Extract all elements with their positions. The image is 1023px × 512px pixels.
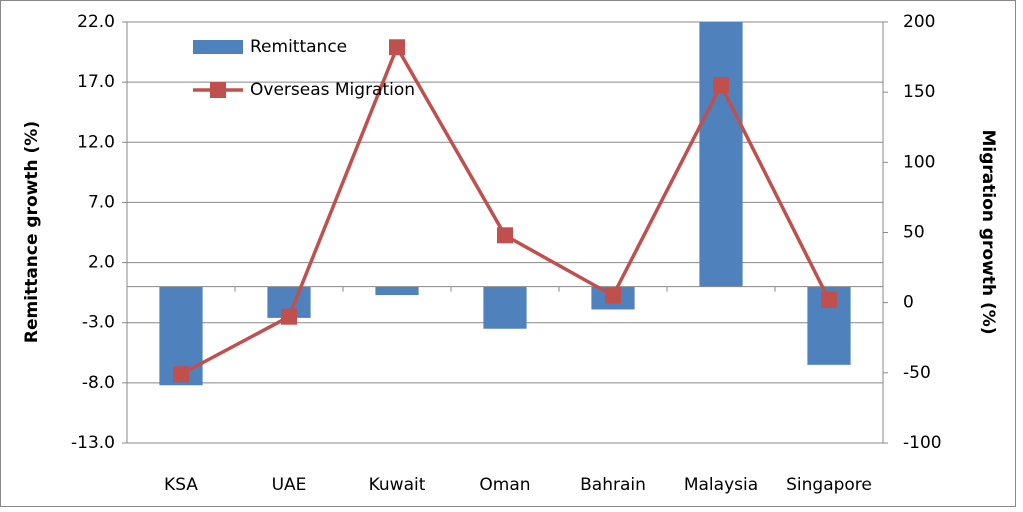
line-marker <box>821 291 837 308</box>
x-tick-label: Bahrain <box>580 475 646 495</box>
y-tick-label: 2.0 <box>88 253 115 273</box>
line-marker <box>173 366 189 383</box>
line-marker <box>281 308 297 325</box>
y2-tick-label: 150 <box>903 82 935 102</box>
y-tick-label: -3.0 <box>82 313 115 333</box>
bar <box>375 286 419 296</box>
legend-swatch <box>193 40 243 54</box>
y-tick-label: 12.0 <box>77 132 115 152</box>
y-tick-label: -8.0 <box>82 373 115 393</box>
x-tick-label: KSA <box>164 475 198 495</box>
y-tick-label: 22.0 <box>77 12 115 32</box>
bar <box>483 286 527 329</box>
legend-swatch <box>210 82 226 98</box>
x-tick-label: Malaysia <box>684 475 758 495</box>
y-tick-label: -13.0 <box>71 433 115 453</box>
y2-tick-label: -50 <box>903 363 931 383</box>
legend-label: Overseas Migration <box>250 80 415 100</box>
x-tick-label: Oman <box>479 475 530 495</box>
y-tick-label: 17.0 <box>77 72 115 92</box>
y-axis-title: Remittance growth (%) <box>22 121 42 343</box>
bar <box>699 22 743 287</box>
y2-tick-label: 0 <box>903 293 914 313</box>
line-marker <box>389 39 405 56</box>
x-tick-label: Kuwait <box>369 475 426 495</box>
x-tick-label: UAE <box>272 475 307 495</box>
line-marker <box>497 227 513 244</box>
y2-tick-label: 100 <box>903 152 935 172</box>
y2-tick-label: 50 <box>903 223 925 243</box>
y2-tick-label: -100 <box>903 433 942 453</box>
line-marker <box>605 287 621 304</box>
line-marker <box>713 77 729 94</box>
y2-axis-title: Migration growth (%) <box>978 129 998 334</box>
legend-label: Remittance <box>250 37 347 57</box>
y2-tick-label: 200 <box>903 12 935 32</box>
y-tick-label: 7.0 <box>88 192 115 212</box>
x-tick-label: Singapore <box>786 475 872 495</box>
